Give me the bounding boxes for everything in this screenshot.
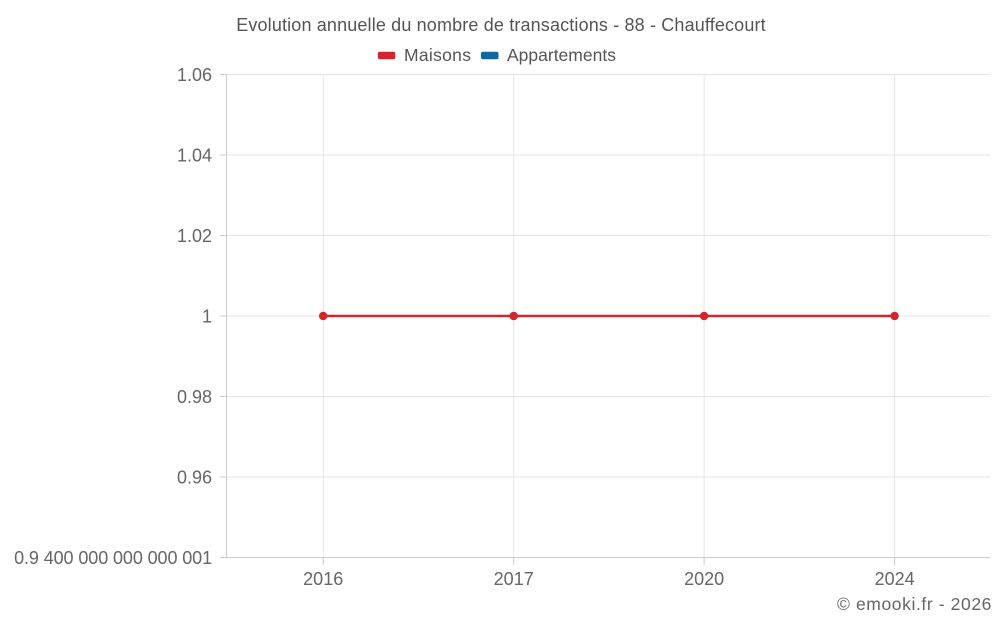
svg-text:1.02: 1.02	[177, 226, 212, 246]
svg-text:Appartements: Appartements	[507, 45, 616, 65]
svg-text:2024: 2024	[875, 569, 915, 589]
svg-text:0.96: 0.96	[177, 468, 212, 488]
svg-text:2020: 2020	[684, 569, 724, 589]
svg-text:0.98: 0.98	[177, 387, 212, 407]
svg-text:2016: 2016	[303, 569, 343, 589]
svg-text:1.04: 1.04	[177, 146, 212, 166]
svg-text:2017: 2017	[494, 569, 534, 589]
svg-text:Evolution annuelle du nombre d: Evolution annuelle du nombre de transact…	[236, 15, 766, 35]
svg-text:1: 1	[202, 307, 212, 327]
svg-text:0.9 400 000 000 000 001: 0.9 400 000 000 000 001	[14, 548, 212, 568]
svg-text:1.06: 1.06	[177, 65, 212, 85]
svg-text:Maisons: Maisons	[404, 45, 471, 65]
svg-text:© emooki.fr - 2026: © emooki.fr - 2026	[837, 594, 992, 614]
